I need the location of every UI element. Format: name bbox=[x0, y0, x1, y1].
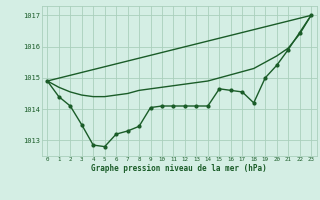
X-axis label: Graphe pression niveau de la mer (hPa): Graphe pression niveau de la mer (hPa) bbox=[91, 164, 267, 173]
